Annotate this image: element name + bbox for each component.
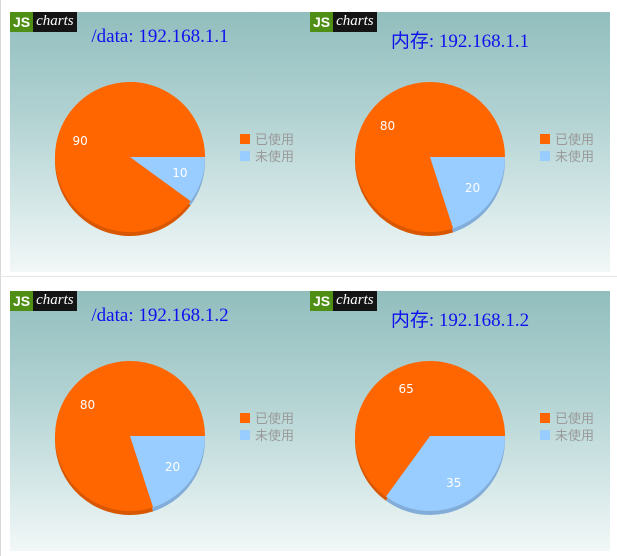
chart-panel-2: JS charts 内存: 192.168.1.1 80 20 已使用未使用 (310, 12, 610, 272)
logo-charts-text: charts (33, 291, 77, 311)
legend-label-unused: 未使用 (255, 429, 295, 444)
logo-js-text: JS (310, 12, 334, 32)
legend-label-unused: 未使用 (555, 150, 595, 165)
pie-slice-unused (385, 436, 505, 512)
legend-swatch-used (540, 412, 550, 423)
chart-title: /data: 192.168.1.1 (91, 26, 229, 47)
pie-chart: 80 20 (355, 82, 505, 237)
legend-item-used: 已使用 (540, 409, 595, 427)
legend-item-unused: 未使用 (240, 426, 295, 444)
jscharts-logo: JS charts (310, 291, 377, 311)
chart-panel-3: JS charts/data: 192.168.1.2 80 20 已使用未使用 (10, 291, 310, 551)
pie-slice-used (55, 82, 206, 233)
legend-item-unused: 未使用 (540, 147, 595, 165)
logo-js-text: JS (310, 291, 334, 311)
pie-slice-used (355, 82, 505, 233)
legend: 已使用 未使用 (540, 130, 595, 165)
pie-slice-used-label: 80 (80, 398, 95, 412)
jscharts-logo: JS charts (10, 291, 77, 311)
legend: 已使用 未使用 (240, 130, 295, 165)
pie-chart: 65 35 (355, 361, 505, 516)
pie-slice-used-label: 80 (380, 119, 395, 133)
logo-charts-text: charts (333, 291, 377, 311)
legend-label-used: 已使用 (555, 133, 595, 148)
pie-chart: 80 20 (55, 361, 205, 516)
logo-js-text: JS (10, 12, 34, 32)
legend-item-unused: 未使用 (540, 426, 595, 444)
pie-slice-unused (130, 157, 205, 202)
chart-panel-4: JS charts 内存: 192.168.1.2 65 35 已使用未使用 (310, 291, 610, 551)
legend-swatch-used (240, 133, 250, 144)
chart-title: /data: 192.168.1.2 (91, 305, 229, 326)
pie-slice-unused (130, 436, 205, 508)
legend-swatch-unused (540, 150, 550, 161)
logo-charts-text: charts (33, 12, 77, 32)
pie-chart: 90 10 (55, 82, 206, 237)
legend-swatch-unused (240, 150, 250, 161)
pie-slice-unused-label: 10 (172, 166, 187, 180)
legend-label-used: 已使用 (255, 412, 295, 427)
pie-slice-unused-label: 20 (465, 181, 480, 195)
legend-item-unused: 未使用 (240, 147, 295, 165)
pie-slice-used-label: 90 (72, 134, 87, 148)
pie-slice-used (55, 361, 205, 512)
legend-item-used: 已使用 (540, 130, 595, 148)
legend-swatch-used (240, 412, 250, 423)
legend-label-used: 已使用 (555, 412, 595, 427)
legend: 已使用 未使用 (240, 409, 295, 444)
logo-js-text: JS (10, 291, 34, 311)
pie-slice-unused-label: 20 (165, 460, 180, 474)
jscharts-logo: JS charts (310, 12, 377, 32)
legend-item-used: 已使用 (240, 409, 295, 427)
legend-swatch-unused (540, 429, 550, 440)
pie-slice-used (355, 361, 505, 497)
logo-charts-text: charts (333, 12, 377, 32)
legend-swatch-used (540, 133, 550, 144)
divider-line (0, 276, 617, 277)
legend-label-used: 已使用 (255, 133, 295, 148)
legend: 已使用 未使用 (540, 409, 595, 444)
legend-item-used: 已使用 (240, 130, 295, 148)
left-border (0, 0, 1, 556)
pie-slice-used-label: 65 (399, 382, 414, 396)
jscharts-logo: JS charts (10, 12, 77, 32)
pie-slice-unused (430, 157, 505, 229)
legend-label-unused: 未使用 (255, 150, 295, 165)
pie-slice-unused-label: 35 (446, 476, 461, 490)
legend-label-unused: 未使用 (555, 429, 595, 444)
chart-panel-1: JS charts/data: 192.168.1.1 90 10 已使用未使用 (10, 12, 310, 272)
chart-title: 内存: 192.168.1.1 (390, 31, 530, 52)
chart-title: 内存: 192.168.1.2 (390, 310, 530, 331)
legend-swatch-unused (240, 429, 250, 440)
